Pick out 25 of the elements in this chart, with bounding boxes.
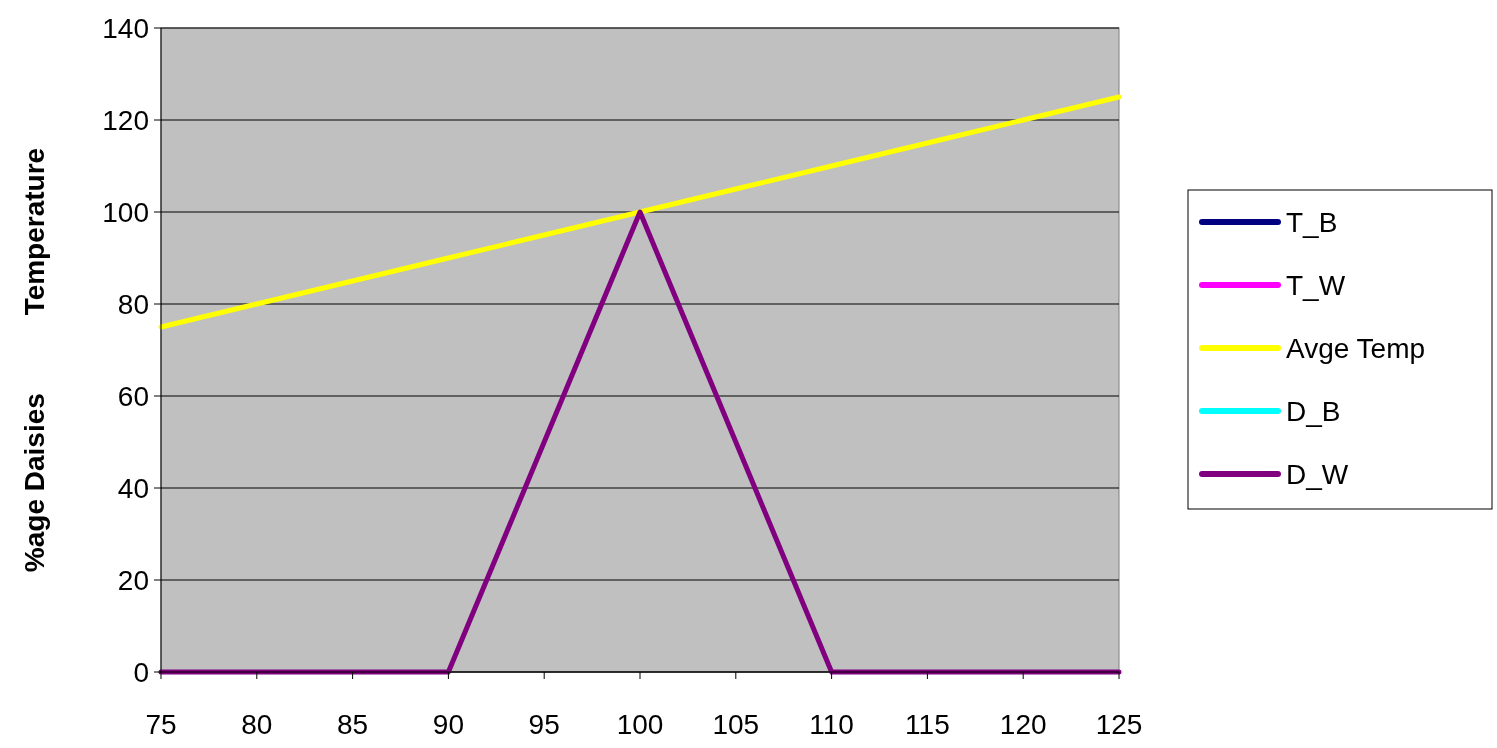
x-tick-label: 120 bbox=[999, 709, 1047, 740]
y-tick-label: 0 bbox=[133, 656, 149, 688]
x-tick-label: 115 bbox=[905, 709, 950, 740]
y-tick-label: 120 bbox=[102, 104, 149, 136]
y-axis-title: %age Daisies Temperature bbox=[19, 147, 50, 573]
x-tick-label: 100 bbox=[616, 709, 664, 740]
y-tick-label: 20 bbox=[117, 564, 149, 596]
x-tick-label: 105 bbox=[712, 709, 760, 740]
x-tick-label: 85 bbox=[337, 709, 369, 740]
y-tick-label: 140 bbox=[102, 12, 149, 44]
x-tick-label: 125 bbox=[1095, 709, 1143, 740]
x-tick-label: 95 bbox=[528, 709, 560, 740]
legend-label: T_W bbox=[1286, 269, 1346, 301]
x-tick-label: 110 bbox=[809, 709, 854, 740]
y-tick-label: 80 bbox=[117, 288, 149, 320]
y-tick-label: 60 bbox=[117, 380, 149, 412]
legend-label: D_B bbox=[1286, 395, 1341, 427]
x-tick-label: 90 bbox=[432, 709, 464, 740]
legend-label: Avge Temp bbox=[1286, 332, 1426, 364]
legend-label: T_B bbox=[1286, 206, 1338, 238]
y-tick-label: 100 bbox=[102, 196, 149, 228]
x-tick-label: 80 bbox=[241, 709, 273, 740]
y-tick-label: 40 bbox=[117, 472, 149, 504]
legend-label: D_W bbox=[1286, 458, 1349, 490]
x-tick-label: 75 bbox=[145, 709, 177, 740]
